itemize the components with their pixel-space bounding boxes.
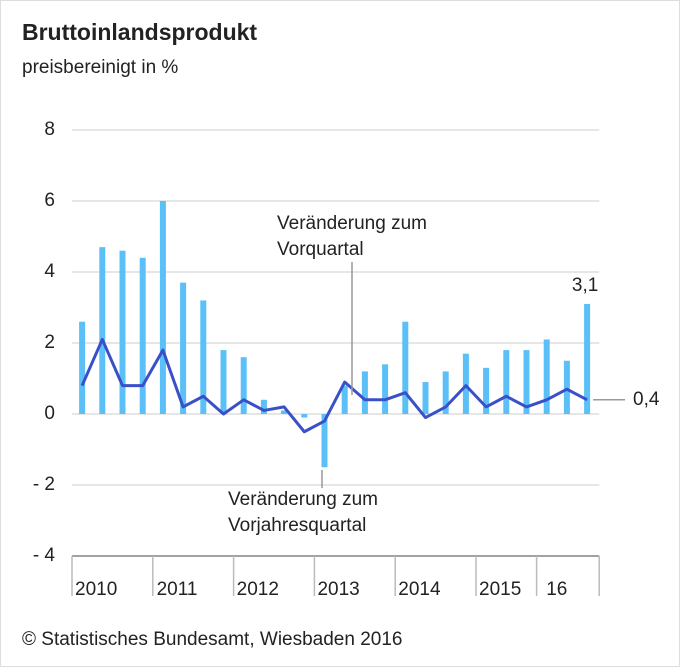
bar [220, 350, 227, 414]
x-tick-label: 2010 [75, 579, 117, 600]
value-label: 3,1 [572, 275, 598, 296]
y-tick-label: 8 [44, 119, 55, 140]
bar [503, 350, 510, 414]
bar [523, 350, 530, 414]
bar [563, 360, 570, 414]
bar [240, 357, 247, 414]
bar [341, 385, 348, 414]
bar [200, 300, 207, 414]
bar [119, 250, 126, 414]
line [80, 337, 588, 434]
bar [99, 247, 106, 414]
annotation: Veränderung zum [228, 489, 378, 510]
y-tick-label: 2 [44, 332, 55, 353]
bar [402, 321, 409, 414]
chart-title: Bruttoinlandsprodukt [22, 19, 257, 45]
x-tick-label: 2013 [317, 579, 359, 600]
bar [301, 414, 308, 418]
bar [180, 282, 187, 414]
annotation: Vorjahresquartal [228, 515, 366, 536]
x-tick-label: 16 [546, 579, 567, 600]
x-tick-label: 2015 [479, 579, 521, 600]
x-tick-label: 2011 [157, 579, 198, 600]
y-tick-label: - 4 [33, 545, 56, 566]
x-tick-label: 2012 [237, 579, 279, 600]
source: © Statistisches Bundesamt, Wiesbaden 201… [22, 629, 402, 650]
bar [543, 339, 550, 414]
bar [361, 371, 368, 414]
annotation: Vorquartal [277, 239, 364, 260]
bar [281, 410, 288, 414]
y-tick-label: 4 [44, 261, 55, 282]
bar [462, 353, 469, 414]
chart-subtitle: preisbereinigt in % [22, 57, 178, 78]
bar [382, 364, 389, 414]
bar [139, 257, 146, 414]
bar [422, 382, 429, 414]
y-tick-label: 6 [44, 190, 55, 211]
bar [159, 201, 166, 414]
bar [442, 371, 449, 414]
bar [79, 321, 86, 414]
value-label: 0,4 [633, 389, 660, 410]
x-tick-label: 2014 [398, 579, 441, 600]
bar [321, 414, 328, 468]
y-tick-label: 0 [44, 403, 55, 424]
bar [584, 303, 591, 414]
bar [260, 399, 267, 414]
y-tick-label: - 2 [33, 474, 55, 495]
annotation: Veränderung zum [277, 213, 427, 234]
bar [483, 367, 490, 414]
